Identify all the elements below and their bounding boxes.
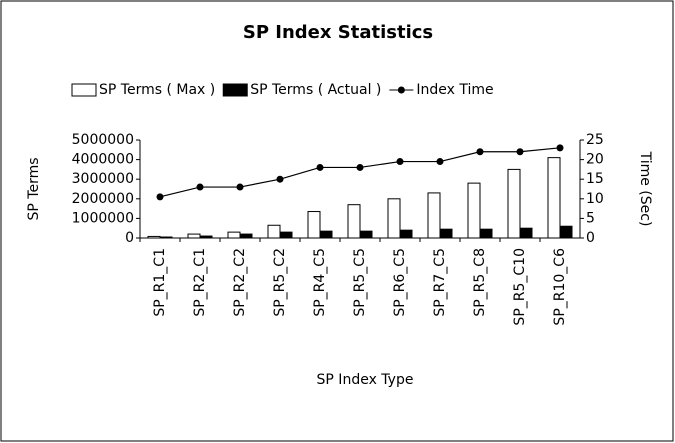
bar (267, 224, 281, 239)
chart-title: SP Index Statistics (243, 22, 433, 43)
bar (159, 236, 173, 239)
y2-tick-label: 0 (586, 230, 595, 246)
x-tick-label: SP_R1_C1 (152, 248, 168, 317)
line-point (156, 193, 164, 201)
legend-label: SP Terms ( Actual ) (250, 82, 381, 98)
bar (347, 204, 361, 239)
bar (519, 227, 533, 239)
bar (547, 157, 561, 239)
bar (467, 182, 481, 239)
y-tick-label: 5000000 (72, 132, 134, 148)
line-point (476, 148, 484, 156)
bar (307, 211, 321, 239)
bar (239, 233, 253, 239)
y-tick-label: 3000000 (72, 171, 134, 187)
y-tick-label: 0 (125, 230, 134, 246)
bar (559, 225, 573, 239)
line-point (196, 183, 204, 191)
line-point (276, 175, 284, 183)
y2-tick-label: 5 (586, 210, 595, 226)
y2-tick-label: 15 (586, 171, 604, 187)
y-tick-label: 1000000 (72, 210, 134, 226)
legend-label: SP Terms ( Max ) (99, 82, 215, 98)
line-point (236, 183, 244, 191)
y2-axis-title: Time (Sec) (637, 151, 653, 227)
bar (439, 228, 453, 239)
legend-swatch (222, 83, 248, 97)
bar (427, 192, 441, 239)
bar (187, 233, 201, 239)
line-point (396, 158, 404, 166)
x-axis-title: SP Index Type (317, 372, 414, 388)
y2-tick-label: 25 (586, 132, 604, 148)
y-tick-label: 4000000 (72, 152, 134, 168)
bar (279, 231, 293, 239)
line-point (556, 144, 564, 152)
bar (199, 235, 213, 239)
bar (319, 230, 333, 239)
x-tick-label: SP_R2_C2 (232, 248, 248, 317)
y-tick-label: 2000000 (72, 191, 134, 207)
legend-swatch (71, 83, 97, 97)
legend-label: Index Time (416, 82, 493, 98)
x-tick-label: SP_R10_C6 (552, 248, 568, 326)
bar (227, 231, 241, 239)
x-tick-label: SP_R5_C10 (512, 248, 528, 326)
line-point (356, 163, 364, 171)
y-axis-title: SP Terms (26, 157, 42, 220)
legend-swatch (397, 86, 405, 94)
x-tick-label: SP_R2_C1 (192, 248, 208, 317)
x-tick-label: SP_R4_C5 (312, 248, 328, 317)
y2-tick-label: 20 (586, 152, 604, 168)
line-point (516, 148, 524, 156)
x-tick-label: SP_R5_C8 (472, 248, 488, 317)
bar (387, 198, 401, 239)
bar (147, 235, 161, 239)
x-tick-label: SP_R5_C2 (272, 248, 288, 317)
line-point (436, 158, 444, 166)
bar (399, 229, 413, 239)
x-tick-label: SP_R5_C5 (352, 248, 368, 317)
x-tick-label: SP_R6_C5 (392, 248, 408, 317)
bar (359, 230, 373, 239)
y2-tick-label: 10 (586, 191, 604, 207)
bar (479, 228, 493, 239)
line-point (316, 163, 324, 171)
x-tick-label: SP_R7_C5 (432, 248, 448, 317)
bar (507, 168, 521, 239)
